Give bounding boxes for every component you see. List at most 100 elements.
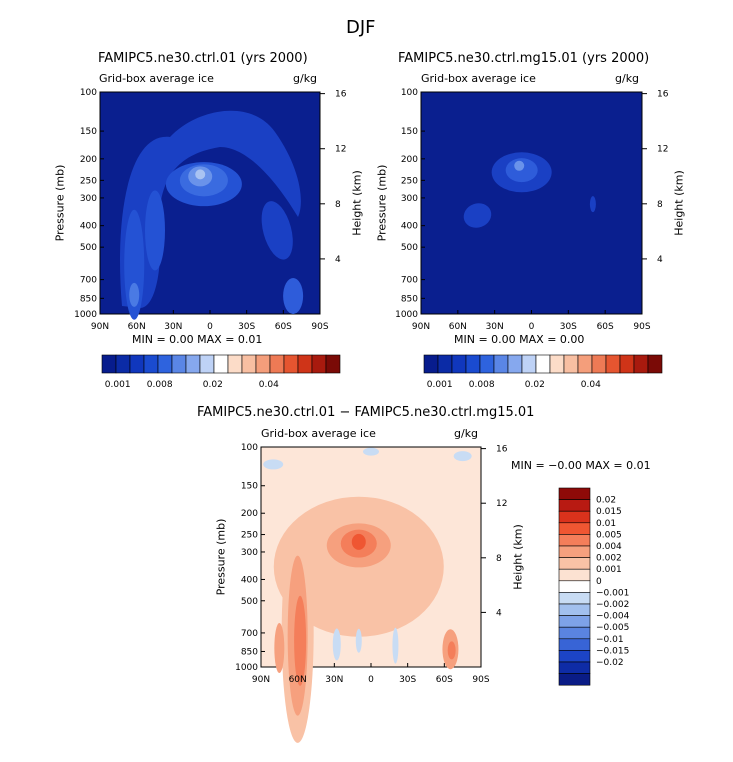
p2-colorbar-swatch [423, 354, 439, 374]
p1-colorbar-swatch [101, 354, 117, 374]
p3-colorbar-label: −0.002 [596, 600, 629, 610]
p1-colorbar-swatch [213, 354, 229, 374]
p1-colorbar-swatch [255, 354, 271, 374]
p1-colorbar-swatch [143, 354, 159, 374]
p2-ytick-label: 500 [401, 243, 418, 253]
p3-contour-sh-low-core [447, 641, 456, 660]
p2-ytick-label: 250 [401, 176, 418, 186]
p1-ytick-label: 500 [80, 243, 97, 253]
p2-ytick-label: 400 [401, 222, 418, 232]
p2-colorbar-swatch [493, 354, 509, 374]
p1-colorbar-swatch [325, 354, 341, 374]
p3-ytick-label: 1000 [235, 663, 258, 673]
panel3-minmax: MIN = −0.00 MAX = 0.01 [511, 459, 651, 472]
p1-contour-arch [120, 110, 301, 308]
p2-ytick-label: 700 [401, 276, 418, 286]
p1-colorbar-swatch [269, 354, 285, 374]
p1-contour-nh-low [129, 282, 140, 307]
p2-xtick-label: 30S [560, 322, 577, 332]
p2-colorbar-swatch [605, 354, 621, 374]
p2-ytick-label: 1000 [395, 310, 418, 320]
p2-xtick-label: 90S [633, 322, 650, 332]
p3-colorbar-label: −0.005 [596, 623, 629, 633]
p1-colorbar-swatch [283, 354, 299, 374]
figure-title: DJF [346, 17, 376, 38]
p3-ytick-label: 100 [241, 443, 258, 453]
p1-ytick-label: 700 [80, 276, 97, 286]
p1-ytick-label: 400 [80, 222, 97, 232]
p2-colorbar-swatch [465, 354, 481, 374]
p1-contour-nh-column [124, 209, 145, 320]
p3-y2tick-label: 12 [496, 499, 507, 509]
p1-contour-sh-mid [261, 201, 293, 260]
p1-ytick-label: 100 [80, 88, 97, 98]
p3-colorbar-swatch [558, 534, 591, 547]
p2-colorbar-swatch [563, 354, 579, 374]
p1-y2tick-label: 4 [335, 255, 341, 265]
p2-colorbar-swatch [577, 354, 593, 374]
panel2-subtitle: Grid-box average ice [421, 72, 536, 85]
panel3-title: FAMIPC5.ne30.ctrl.01 − FAMIPC5.ne30.ctrl… [197, 405, 535, 420]
p3-xtick-label: 90N [252, 675, 270, 685]
p3-colorbar-label: 0.02 [596, 496, 616, 506]
p2-xtick-label: 60S [597, 322, 614, 332]
p1-colorbar-label: 0.04 [259, 380, 279, 390]
p3-colorbar-label: −0.001 [596, 588, 629, 598]
p3-colorbar-swatch [558, 603, 591, 616]
p3-contour-neg-top-mid [363, 447, 379, 456]
p3-colorbar-label: −0.01 [596, 635, 624, 645]
p3-xtick-label: 0 [368, 675, 374, 685]
panel2-units: g/kg [615, 72, 640, 85]
p2-contour-nh-patch [463, 203, 492, 228]
panel3-units: g/kg [454, 427, 479, 440]
p3-contour-nh-column-inner [294, 595, 307, 686]
p3-contour-trop-core [351, 533, 366, 550]
p2-colorbar-swatch [619, 354, 635, 374]
p3-y2tick-label: 16 [496, 445, 508, 455]
p3-colorbar-swatch [558, 580, 591, 593]
p1-xtick-label: 90S [311, 322, 328, 332]
p3-ytick-label: 300 [241, 548, 258, 558]
p1-colorbar-swatch [157, 354, 173, 374]
p1-colorbar-swatch [199, 354, 215, 374]
p3-colorbar-label: −0.02 [596, 658, 624, 668]
p1-xtick-label: 30S [238, 322, 255, 332]
p3-colorbar-swatch [558, 568, 591, 582]
p1-contour-sh-low [283, 278, 304, 315]
p3-colorbar-label: 0.004 [596, 542, 622, 552]
p2-colorbar-swatch [479, 354, 495, 374]
p3-colorbar-label: 0.015 [596, 507, 622, 517]
p2-y2tick-label: 12 [657, 145, 668, 155]
p3-ytick-label: 200 [241, 509, 258, 519]
p1-ytick-label: 300 [80, 194, 97, 204]
p1-colorbar-label: 0.001 [105, 380, 131, 390]
p2-y2tick-label: 8 [657, 200, 663, 210]
p3-colorbar-swatch [558, 673, 591, 686]
p2-plot [420, 91, 647, 315]
p1-xtick-label: 30N [164, 322, 182, 332]
p3-colorbar-label: −0.015 [596, 646, 629, 656]
p1-contour-trop-core [195, 169, 206, 180]
p1-y2tick-label: 12 [335, 145, 346, 155]
p3-colorbar-label: 0.002 [596, 554, 622, 564]
p3-ytick-label: 700 [241, 629, 258, 639]
p1-colorbar-swatch [241, 354, 257, 374]
p3-contour-nh-low [274, 623, 285, 674]
p3-colorbar-swatch [558, 592, 591, 605]
p3-colorbar-swatch [558, 522, 591, 535]
p2-y2tick-label: 4 [657, 255, 663, 265]
p2-background [421, 92, 642, 314]
p1-ytick-label: 1000 [74, 310, 97, 320]
p3-contour-neg-low-1 [332, 628, 341, 661]
p2-ytick-label: 100 [401, 88, 418, 98]
p3-contour-neg-low-2 [355, 628, 362, 653]
p3-colorbar-swatch [558, 545, 591, 558]
p2-xtick-label: 90N [412, 322, 430, 332]
panel1-title: FAMIPC5.ne30.ctrl.01 (yrs 2000) [98, 51, 308, 66]
p2-field [421, 92, 642, 314]
p2-y2tick-label: 16 [657, 90, 669, 100]
p3-colorbar-label: 0 [596, 577, 602, 587]
p2-ytick-label: 300 [401, 194, 418, 204]
p2-colorbar-label: 0.001 [427, 380, 453, 390]
